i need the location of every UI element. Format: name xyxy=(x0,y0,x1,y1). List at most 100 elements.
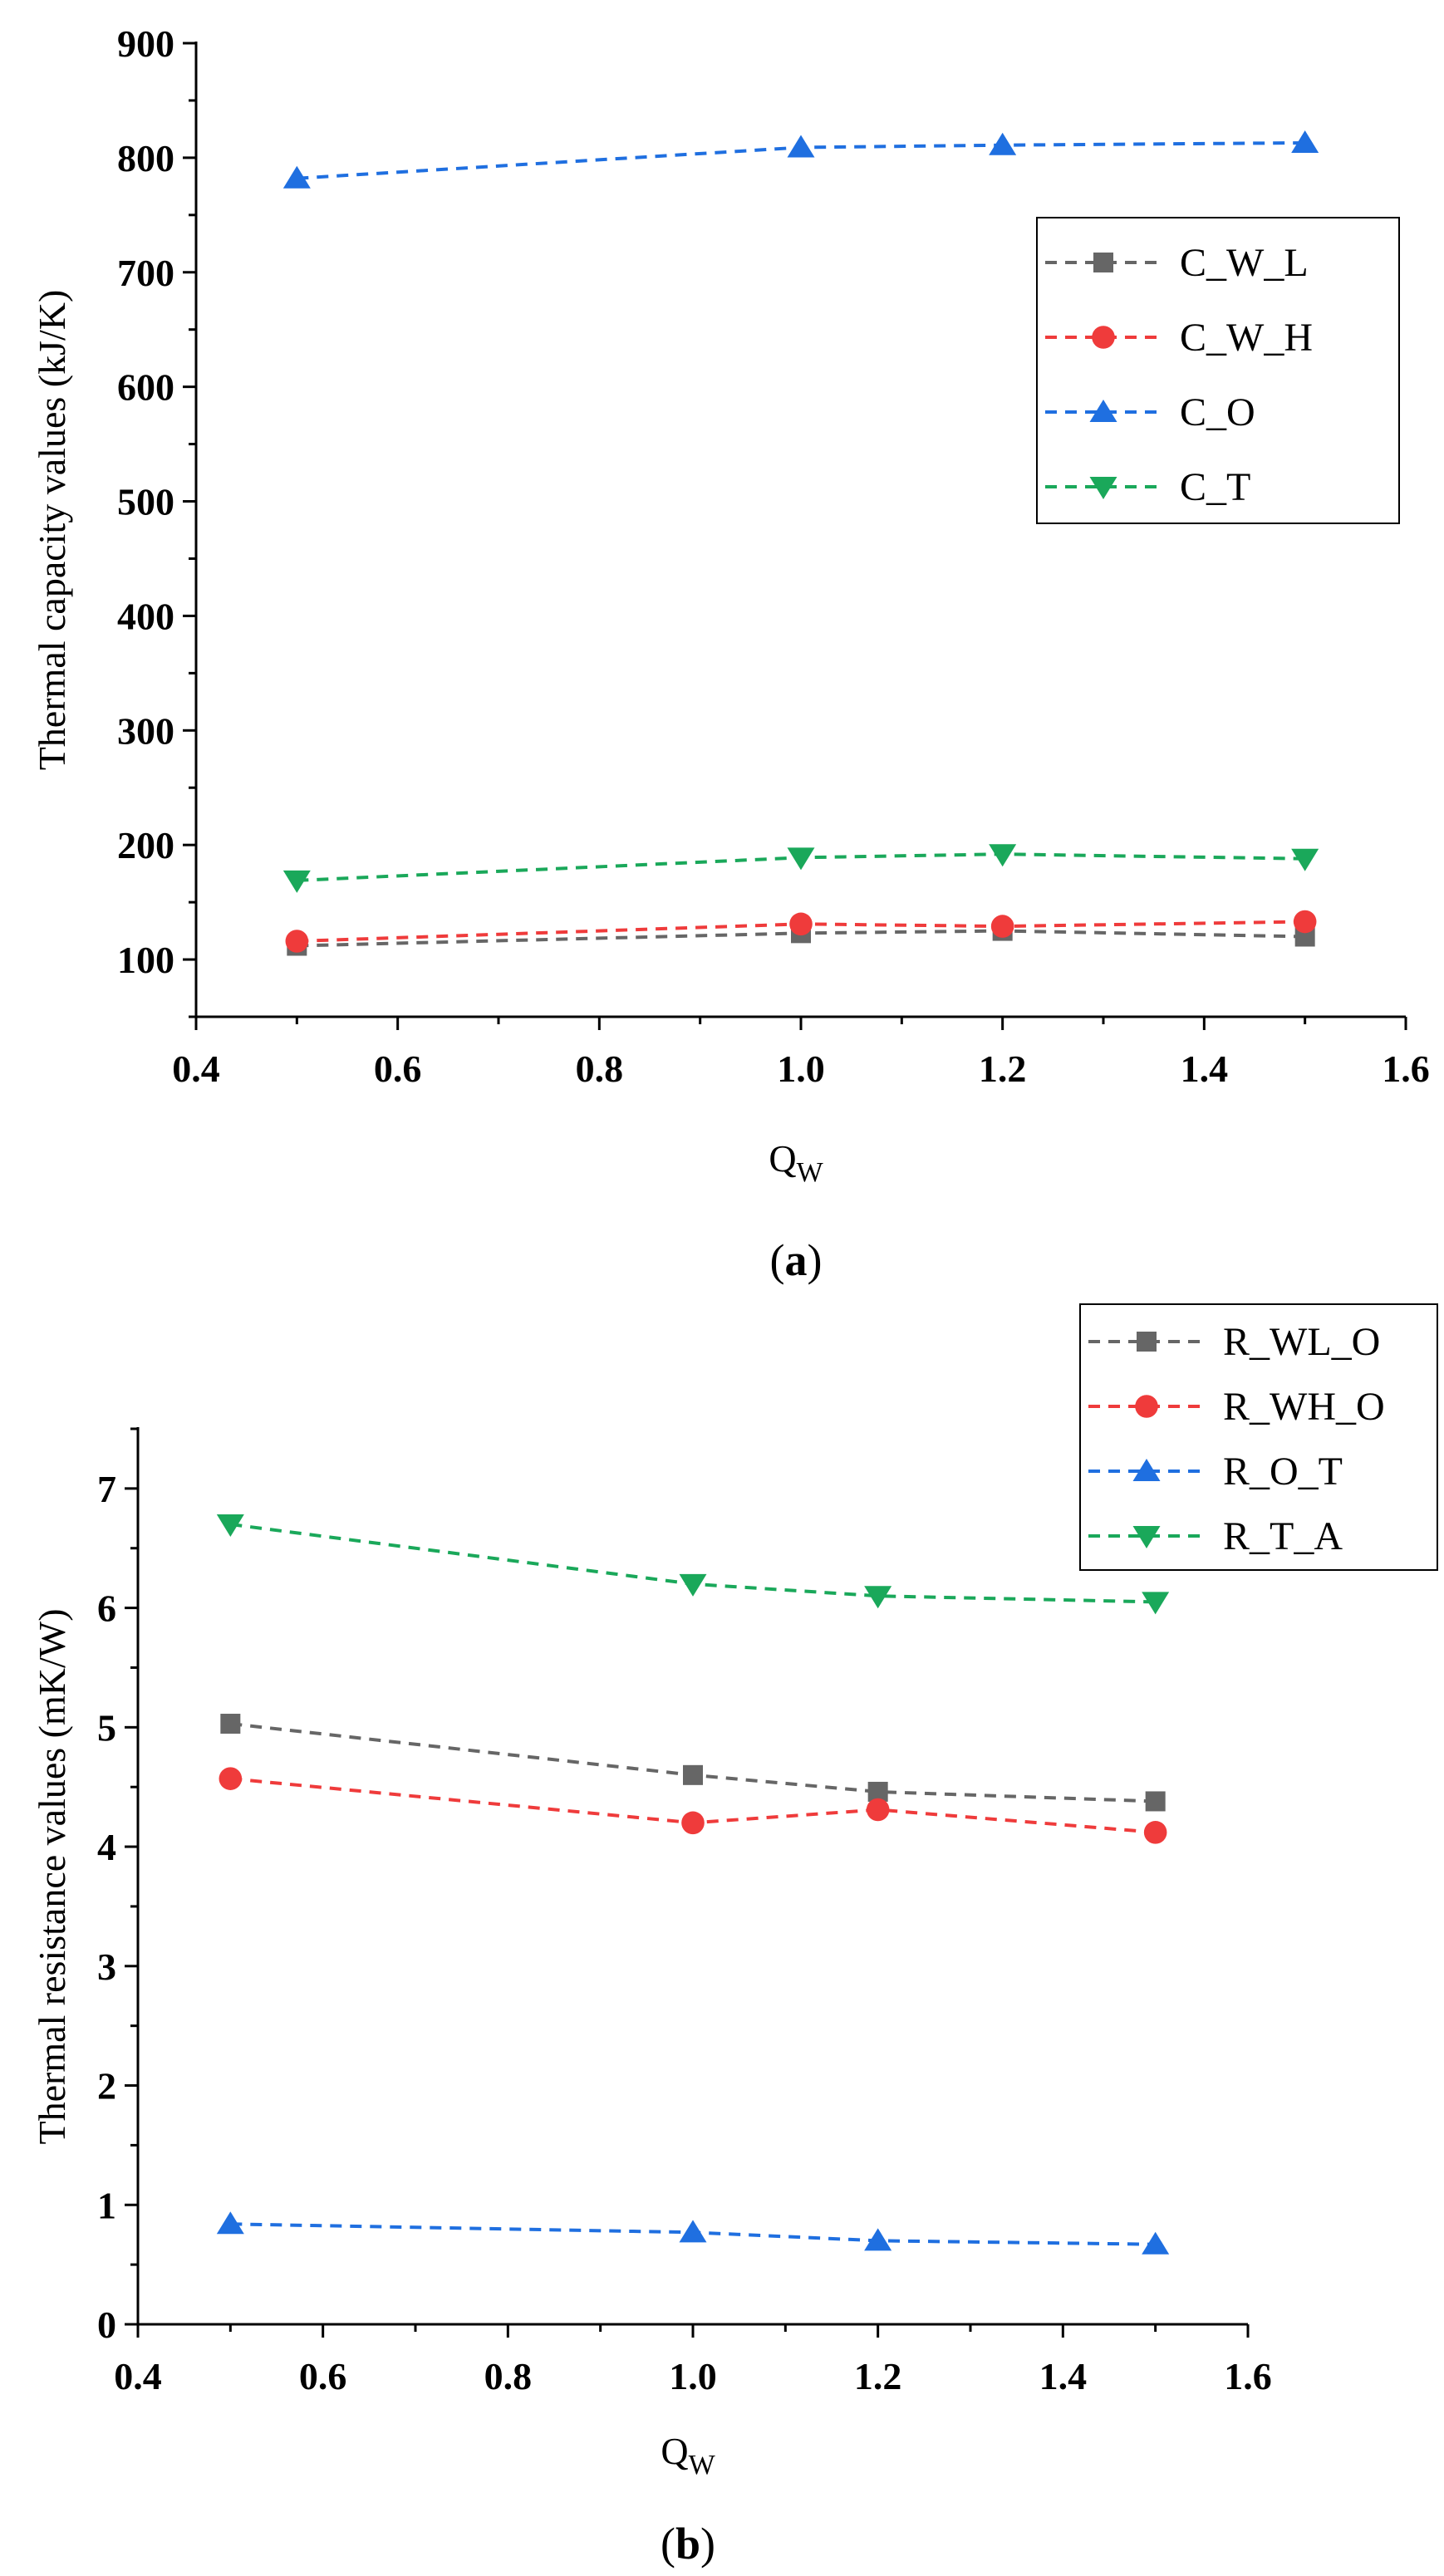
y-tick-label: 6 xyxy=(97,1587,116,1630)
y-tick-label: 700 xyxy=(117,252,174,294)
data-point xyxy=(990,915,1014,938)
data-point xyxy=(866,1798,890,1822)
series-line xyxy=(230,2222,1156,2246)
y-axis-title: Thermal resistance values (mK/W) xyxy=(31,1608,73,2144)
data-point xyxy=(1142,1592,1170,1615)
data-point xyxy=(220,1714,241,1735)
x-tick-label: 0.8 xyxy=(576,1048,624,1090)
y-tick-label: 900 xyxy=(117,22,174,65)
series-R_WH_O xyxy=(219,1767,1167,1844)
x-tick-label: 0.6 xyxy=(299,2355,347,2397)
chart-a: 0.4 0.6 0.8 1.0 1.2 1.4 1.6 100 200 300 400 500 600 7… xyxy=(31,22,1430,1285)
x-tick-label: 1.4 xyxy=(1039,2355,1088,2397)
data-point xyxy=(864,2228,892,2251)
data-point xyxy=(1291,848,1319,871)
legend-label: C_W_L xyxy=(1180,241,1309,285)
y-tick-label: 300 xyxy=(117,709,174,752)
y-tick-label: 7 xyxy=(97,1468,116,1510)
y-tick-label: 800 xyxy=(117,137,174,179)
x-axis-title-main: Q xyxy=(661,2430,688,2472)
data-point xyxy=(1291,130,1319,153)
data-point xyxy=(787,847,815,871)
series-R_O_T xyxy=(216,2211,1170,2255)
series-C_T xyxy=(282,844,1319,893)
data-point xyxy=(1293,910,1317,934)
data-point xyxy=(989,844,1017,867)
y-tick-label: 100 xyxy=(117,939,174,981)
data-point xyxy=(216,1514,244,1537)
legend-label: C_T xyxy=(1180,465,1250,509)
legend-marker-triangle-down xyxy=(1132,1526,1161,1548)
legend-marker-triangle-up xyxy=(1132,1459,1161,1481)
x-axis-title: QW xyxy=(661,2430,715,2480)
legend-label: C_O xyxy=(1180,390,1255,434)
data-point xyxy=(282,870,311,893)
x-tick-label: 1.4 xyxy=(1181,1048,1229,1090)
series-line xyxy=(230,1722,1156,1803)
series-line xyxy=(230,1523,1156,1604)
data-point xyxy=(285,930,309,953)
data-point xyxy=(679,1573,707,1597)
y-tick-label: 600 xyxy=(117,366,174,409)
x-tick-label: 0.6 xyxy=(374,1048,422,1090)
legend-marker-circle xyxy=(1135,1395,1158,1418)
x-tick-label: 1.2 xyxy=(979,1048,1027,1090)
legend-marker-triangle-down xyxy=(1089,477,1117,499)
series-line xyxy=(297,852,1305,882)
legend-marker-circle xyxy=(1092,326,1115,349)
y-tick-label: 5 xyxy=(97,1706,116,1749)
x-tick-label: 1.0 xyxy=(777,1048,825,1090)
x-tick-label: 0.8 xyxy=(484,2355,533,2397)
data-point xyxy=(679,2220,707,2243)
y-tick-label: 200 xyxy=(117,824,174,866)
x-axis-title: QW xyxy=(769,1137,823,1188)
series-C_O xyxy=(282,130,1319,189)
data-point xyxy=(864,1586,892,1609)
x-axis-title-subscript: W xyxy=(689,2450,716,2480)
x-tick-label: 1.0 xyxy=(669,2355,717,2397)
legend-marker-square xyxy=(1137,1332,1157,1352)
y-tick-label: 4 xyxy=(97,1826,116,1868)
figure-caption: (a) xyxy=(770,1235,823,1285)
data-point xyxy=(216,2211,244,2235)
series-C_W_H xyxy=(285,910,1317,953)
legend-label: R_WH_O xyxy=(1223,1385,1385,1429)
caption-letter: a xyxy=(785,1235,808,1285)
data-point xyxy=(989,132,1017,155)
y-axis-title: Thermal capacity values (kJ/K) xyxy=(31,290,73,771)
figure-caption: (b) xyxy=(661,2519,715,2569)
series-line xyxy=(297,929,1305,948)
x-tick-label: 0.4 xyxy=(172,1048,220,1090)
x-tick-label: 1.6 xyxy=(1382,1048,1430,1090)
data-point xyxy=(787,135,815,158)
x-tick-label: 0.4 xyxy=(114,2355,162,2397)
series-line xyxy=(297,140,1305,180)
data-point xyxy=(683,1764,703,1785)
legend: C_W_L C_W_H C_O C_T xyxy=(1036,217,1400,524)
x-tick-label: 1.6 xyxy=(1224,2355,1272,2397)
series-line xyxy=(230,1777,1156,1834)
series-R_WL_O xyxy=(220,1714,1166,1812)
legend-marker-triangle-up xyxy=(1089,400,1117,422)
y-tick-label: 3 xyxy=(97,1945,116,1988)
legend-label: R_WL_O xyxy=(1223,1320,1380,1364)
data-point xyxy=(1142,2231,1170,2255)
y-tick-label: 0 xyxy=(97,2304,116,2346)
legend-marker-square xyxy=(1093,253,1113,272)
data-point xyxy=(282,165,311,189)
data-point xyxy=(219,1767,243,1790)
x-axis-title-main: Q xyxy=(769,1137,796,1180)
legend-label: R_O_T xyxy=(1223,1450,1343,1494)
y-tick-label: 1 xyxy=(97,2184,116,2226)
caption-letter: b xyxy=(675,2519,700,2569)
series-R_T_A xyxy=(216,1514,1170,1615)
data-point xyxy=(1143,1821,1167,1844)
legend-label: C_W_H xyxy=(1180,316,1313,360)
x-tick-label: 1.2 xyxy=(854,2355,902,2397)
data-point xyxy=(789,912,813,936)
legend: R_WL_O R_WH_O R_O_T R_T_A xyxy=(1079,1303,1438,1571)
data-point xyxy=(681,1811,705,1835)
y-tick-label: 400 xyxy=(117,595,174,637)
legend-label: R_T_A xyxy=(1223,1514,1343,1558)
